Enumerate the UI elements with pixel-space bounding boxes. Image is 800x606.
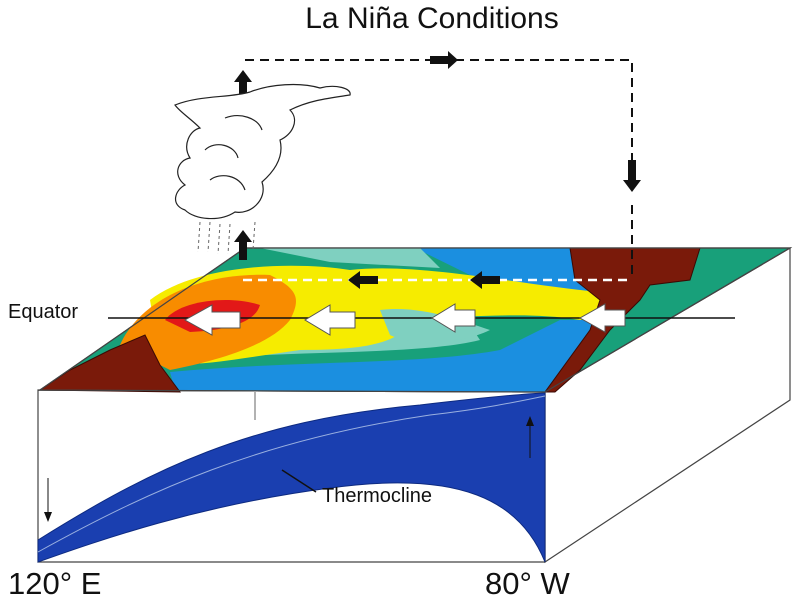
sst-light <box>260 248 440 268</box>
arrow <box>234 230 252 260</box>
title: La Niña Conditions <box>305 2 559 35</box>
surface-edge <box>38 247 793 393</box>
east-label: 80° W <box>485 566 570 601</box>
west-label: 120° E <box>8 566 101 601</box>
arrow-head <box>526 416 534 426</box>
arrow <box>234 70 252 98</box>
equator-label: Equator <box>8 301 78 323</box>
wind-arrow <box>183 304 241 336</box>
land-west <box>38 334 182 393</box>
rain-line <box>217 223 221 255</box>
flow-arrows <box>234 51 641 289</box>
rain-line <box>197 221 201 253</box>
sst-tongue <box>380 309 490 342</box>
arrow-head <box>44 512 52 522</box>
upper-flow <box>245 59 633 275</box>
wind-arrow <box>304 304 356 336</box>
trade-winds <box>183 303 626 336</box>
thermocline-label: Thermocline <box>322 485 432 507</box>
cloud <box>174 83 351 220</box>
thermocline-layer <box>37 392 546 563</box>
cloud-body <box>174 83 351 220</box>
cloud-detail <box>204 115 263 191</box>
thermocline-line <box>37 395 546 553</box>
arrow <box>470 271 500 289</box>
arrow <box>623 160 641 192</box>
sst-blue-front <box>170 320 600 392</box>
land-east <box>544 247 701 393</box>
rain-line <box>252 221 256 251</box>
rain-line <box>227 223 231 255</box>
rain <box>197 221 256 255</box>
wind-arrow <box>431 303 476 333</box>
arrow <box>348 271 378 289</box>
arrow <box>430 51 458 69</box>
leader <box>281 469 317 493</box>
wind-arrow <box>578 303 626 333</box>
rain-line <box>207 221 211 253</box>
